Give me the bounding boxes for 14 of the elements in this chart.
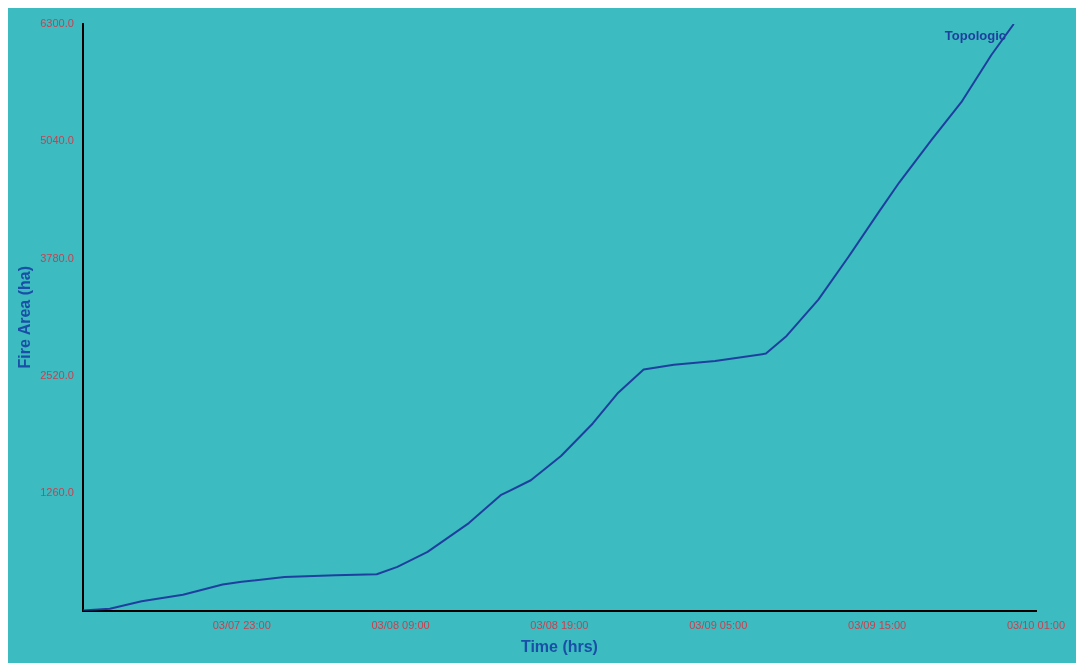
x-tick-label: 03/10 01:00 <box>1006 619 1066 632</box>
x-axis-title: Time (hrs) <box>520 637 598 655</box>
y-tick-label: 1260.0 <box>40 486 74 499</box>
x-tick-label: 03/09 05:00 <box>689 619 748 632</box>
x-tick-label: 03/08 09:00 <box>371 619 430 632</box>
y-tick-label: 2520.0 <box>40 368 74 381</box>
x-tick-label: 03/09 15:00 <box>848 619 907 632</box>
y-tick-label: 6300.0 <box>40 17 74 30</box>
series-label: Topologic <box>944 28 1006 44</box>
y-axis-title: Fire Area (ha) <box>16 266 34 369</box>
x-tick-label: 03/07 23:00 <box>212 619 271 632</box>
y-tick-label: 5040.0 <box>40 134 74 147</box>
y-tick-label: 3780.0 <box>40 251 74 264</box>
x-tick-label: 03/08 19:00 <box>530 619 589 632</box>
